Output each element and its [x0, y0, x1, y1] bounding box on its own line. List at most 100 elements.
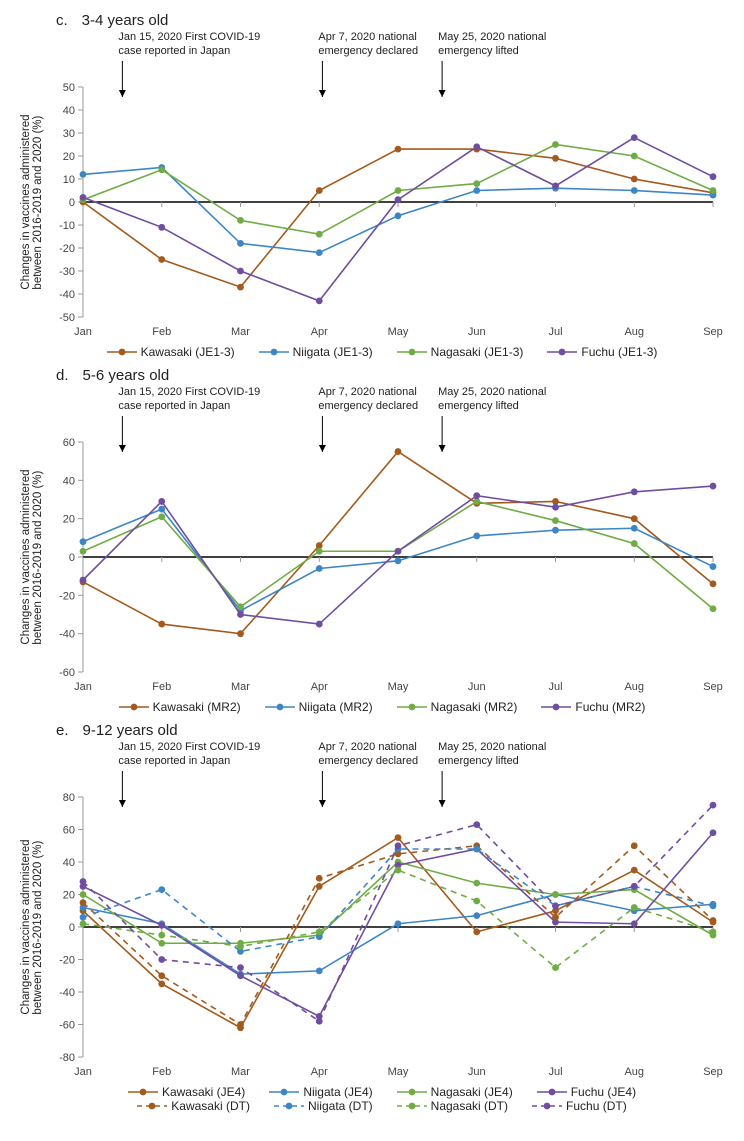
annotation-text: Jan 15, 2020 First COVID-19case reported… — [118, 31, 260, 59]
series-marker — [631, 842, 638, 849]
series-marker — [80, 194, 87, 201]
series-marker — [316, 928, 323, 935]
series-marker — [316, 967, 323, 974]
y-tick-label: 50 — [63, 82, 75, 94]
legend-label: Niigata (JE4) — [303, 1085, 372, 1099]
series-marker — [80, 920, 87, 927]
chart-panel-c: c.3-4 years oldChanges in vaccines admin… — [18, 12, 726, 359]
y-tick-label: -20 — [59, 243, 75, 255]
legend-label: Kawasaki (MR2) — [153, 700, 241, 714]
annotation-text: Jan 15, 2020 First COVID-19case reported… — [118, 741, 260, 769]
series-marker — [237, 240, 244, 247]
series-marker — [316, 1018, 323, 1025]
series-marker — [316, 565, 323, 572]
y-tick-label: -80 — [59, 1052, 75, 1064]
series-marker — [473, 898, 480, 905]
series-marker — [316, 249, 323, 256]
legend-swatch — [119, 701, 149, 713]
panel-title: e.9-12 years old — [56, 722, 726, 739]
legend-label: Fuchu (DT) — [566, 1099, 627, 1113]
legend-swatch — [269, 1086, 299, 1098]
legend-swatch — [397, 701, 427, 713]
series-marker — [80, 891, 87, 898]
legend-label: Kawasaki (JE4) — [162, 1085, 245, 1099]
panel-subtitle: 5-6 years old — [83, 367, 170, 384]
x-tick-label: Apr — [311, 1066, 328, 1078]
legend-item: Fuchu (JE4) — [537, 1085, 636, 1099]
series-marker — [631, 187, 638, 194]
x-tick-label: Feb — [152, 326, 171, 338]
series-marker — [710, 563, 717, 570]
x-tick-label: Jul — [548, 326, 562, 338]
x-tick-label: Jan — [74, 1066, 92, 1078]
series-marker — [473, 821, 480, 828]
series-marker — [237, 217, 244, 224]
series-marker — [631, 134, 638, 141]
series-marker — [237, 943, 244, 950]
x-tick-label: Mar — [231, 681, 250, 693]
series-marker — [473, 912, 480, 919]
series-marker — [80, 899, 87, 906]
legend-label: Nagasaki (JE4) — [431, 1085, 513, 1099]
x-tick-label: Feb — [152, 1066, 171, 1078]
x-tick-label: Apr — [311, 326, 328, 338]
series-line — [83, 870, 713, 968]
y-tick-label: 40 — [63, 475, 75, 487]
legend-label: Niigata (DT) — [308, 1099, 373, 1113]
y-tick-label: -50 — [59, 312, 75, 324]
legend-label: Niigata (MR2) — [299, 700, 373, 714]
series-line — [83, 486, 713, 624]
x-tick-label: Sep — [703, 681, 723, 693]
series-marker — [710, 580, 717, 587]
series-marker — [237, 284, 244, 291]
y-tick-label: -40 — [59, 987, 75, 999]
series-marker — [316, 548, 323, 555]
annotation-text: Jan 15, 2020 First COVID-19case reported… — [118, 386, 260, 414]
legend-item: Niigata (JE1-3) — [259, 345, 373, 359]
series-marker — [158, 956, 165, 963]
legend-swatch — [265, 701, 295, 713]
panel-subtitle: 3-4 years old — [82, 12, 169, 29]
series-marker — [80, 914, 87, 921]
series-marker — [710, 483, 717, 490]
series-marker — [631, 920, 638, 927]
series-marker — [552, 183, 559, 190]
chart-panel-e: e.9-12 years oldChanges in vaccines admi… — [18, 722, 726, 1113]
chart-wrap: Changes in vaccines administeredbetween … — [18, 31, 726, 343]
legend-item: Fuchu (DT) — [532, 1099, 627, 1113]
y-tick-label: 30 — [63, 128, 75, 140]
series-marker — [80, 548, 87, 555]
legend-swatch — [397, 346, 427, 358]
series-marker — [316, 621, 323, 628]
series-marker — [631, 883, 638, 890]
legend-swatch — [397, 1100, 427, 1112]
annotation-arrowhead — [119, 800, 126, 807]
legend-item: Niigata (MR2) — [265, 700, 373, 714]
series-marker — [395, 448, 402, 455]
y-tick-label: -40 — [59, 289, 75, 301]
legend-item: Nagasaki (MR2) — [397, 700, 518, 714]
panel-title: d.5-6 years old — [56, 367, 726, 384]
series-marker — [316, 231, 323, 238]
series-marker — [237, 268, 244, 275]
y-tick-label: 60 — [63, 437, 75, 449]
legend-item: Nagasaki (JE4) — [397, 1085, 513, 1099]
series-marker — [395, 920, 402, 927]
series-marker — [237, 972, 244, 979]
series-marker — [473, 180, 480, 187]
series-marker — [710, 802, 717, 809]
annotation-text: Apr 7, 2020 nationalemergency declared — [318, 31, 418, 59]
y-tick-label: -30 — [59, 266, 75, 278]
y-tick-label: 0 — [69, 552, 75, 564]
series-marker — [473, 492, 480, 499]
series-marker — [316, 875, 323, 882]
series-marker — [158, 498, 165, 505]
y-tick-label: 20 — [63, 151, 75, 163]
annotation-arrowhead — [439, 90, 446, 97]
legend-item: Kawasaki (MR2) — [119, 700, 241, 714]
legend-label: Fuchu (JE4) — [571, 1085, 636, 1099]
panel-subtitle: 9-12 years old — [83, 722, 178, 739]
chart-panel-d: d.5-6 years oldChanges in vaccines admin… — [18, 367, 726, 714]
x-tick-label: May — [388, 326, 409, 338]
series-marker — [158, 940, 165, 947]
